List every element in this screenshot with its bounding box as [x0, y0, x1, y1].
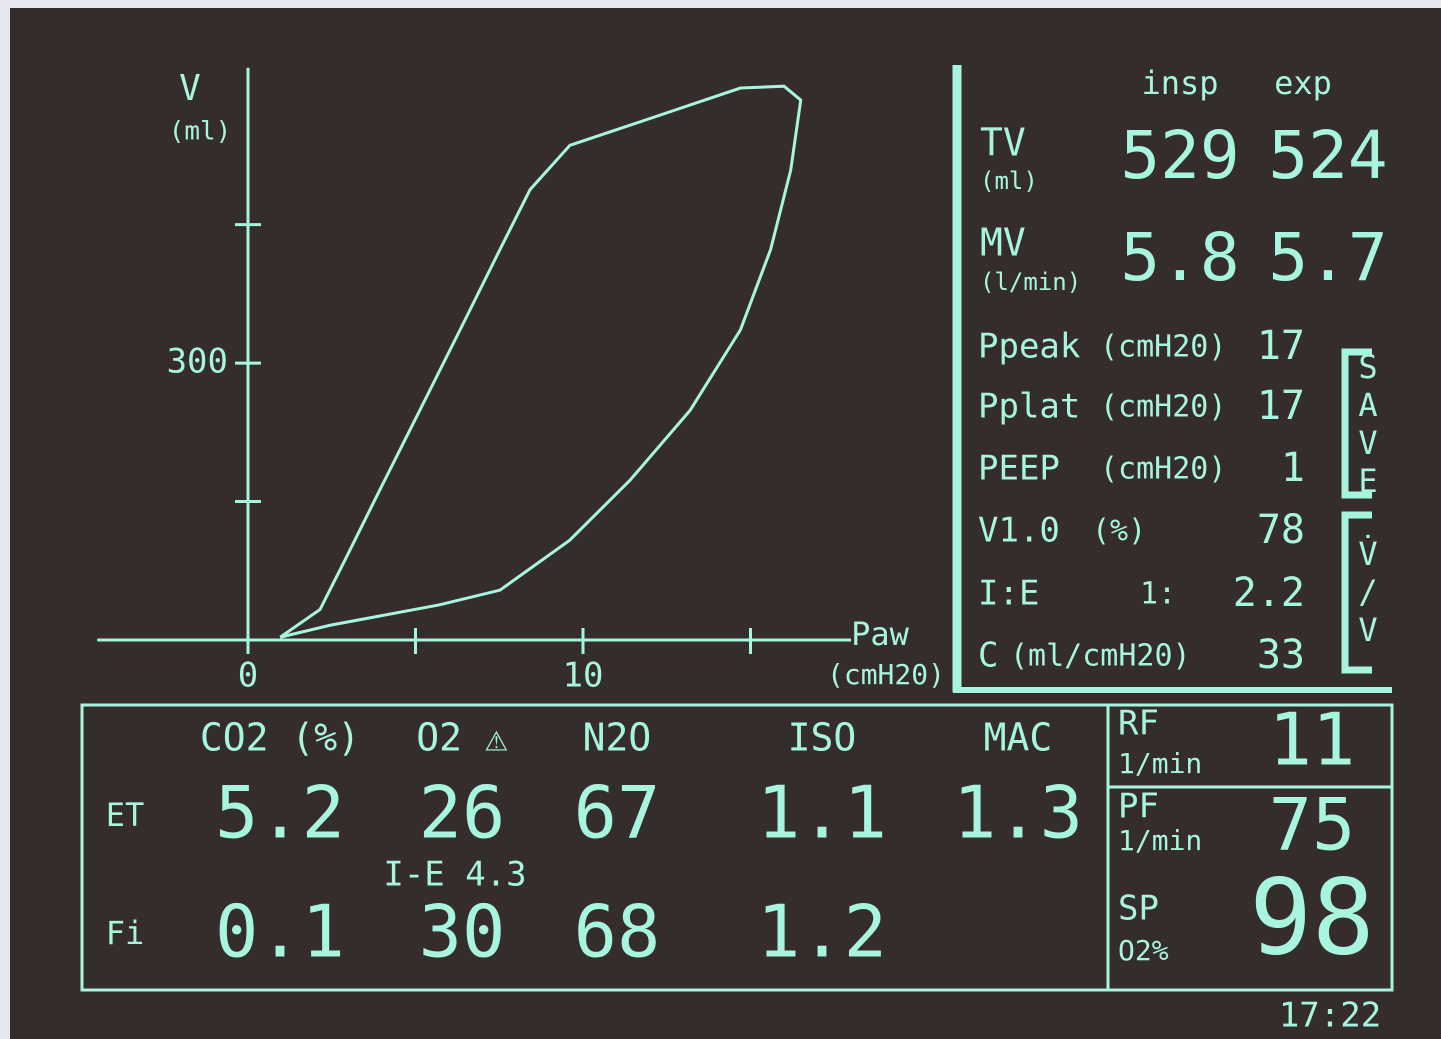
page: 300010V(ml)Paw(cmH20)inspexpTV(ml)529524… [0, 0, 1441, 1039]
gas-value: 1.2 [757, 890, 887, 974]
insp-value: 529 [1120, 117, 1239, 194]
clock: 17:22 [1279, 996, 1381, 1036]
gas-row-label: ET [106, 796, 145, 834]
insp-value: 5.8 [1120, 219, 1239, 296]
vital-unit: 1/min [1118, 824, 1202, 857]
vital-label: SP [1118, 889, 1159, 929]
gas-row-label: Fi [106, 914, 145, 952]
x-tick-label: 0 [238, 656, 258, 696]
gas-value: 68 [574, 890, 661, 974]
y-axis-label: V [179, 68, 201, 109]
exp-value: 5.7 [1268, 219, 1387, 296]
param-value: 78 [1257, 507, 1305, 553]
row-unit: (ml) [980, 167, 1038, 195]
x-axis-unit: (cmH20) [827, 658, 945, 691]
gas-value: 0.1 [215, 890, 345, 974]
vital-value: 11 [1269, 698, 1356, 782]
x-tick-label: 10 [563, 656, 604, 696]
param-value: 17 [1257, 323, 1305, 369]
param-value: 1 [1281, 445, 1305, 491]
save-button[interactable]: SAVE [1349, 348, 1387, 500]
param-unit: (cmH20) [1100, 452, 1226, 487]
gas-header: MAC [984, 716, 1053, 760]
y-tick-label: 300 [167, 342, 228, 382]
param-unit: 1: [1140, 577, 1176, 612]
param-label: C [978, 636, 998, 676]
column-header: exp [1274, 64, 1332, 102]
exp-value: 524 [1268, 117, 1387, 194]
param-unit: (cmH20) [1100, 390, 1226, 425]
gas-value: 67 [574, 771, 661, 855]
monitor-screen: 300010V(ml)Paw(cmH20)inspexpTV(ml)529524… [0, 0, 1441, 1039]
gas-header: ISO [788, 716, 857, 760]
gas-value: 30 [419, 890, 506, 974]
gas-value: 1.3 [953, 771, 1083, 855]
row-label: TV [980, 121, 1026, 165]
vital-label: PF [1118, 787, 1159, 827]
row-label: MV [980, 221, 1026, 265]
vital-unit: 1/min [1118, 747, 1202, 780]
param-value: 33 [1257, 632, 1305, 678]
column-header: insp [1141, 64, 1218, 102]
row-unit: (l/min) [980, 268, 1081, 296]
x-axis-label: Paw [851, 615, 910, 653]
param-unit: (%) [1092, 514, 1146, 549]
param-value: 2.2 [1233, 570, 1305, 616]
gas-header: O2 ⚠ [416, 716, 508, 760]
vital-value: 75 [1269, 783, 1356, 867]
vital-value: 98 [1249, 856, 1374, 978]
gas-header: N2O [583, 716, 652, 760]
param-label: PEEP [978, 449, 1060, 489]
gas-header: CO2 (%) [200, 716, 360, 760]
gas-value: 1.1 [757, 771, 887, 855]
gas-value: 26 [419, 771, 506, 855]
param-unit: (cmH20) [1100, 330, 1226, 365]
gas-note: I-E 4.3 [383, 855, 526, 895]
vital-unit: O2% [1118, 934, 1169, 967]
param-label: I:E [978, 574, 1039, 614]
param-label: Ppeak [978, 327, 1080, 367]
param-unit: (ml/cmH20) [1010, 639, 1191, 674]
vital-label: RF [1118, 704, 1159, 744]
param-label: V1.0 [978, 511, 1060, 551]
loop-button[interactable]: V̇/V [1349, 534, 1387, 649]
param-label: Pplat [978, 387, 1080, 427]
gas-value: 5.2 [215, 771, 345, 855]
y-axis-unit: (ml) [169, 117, 232, 147]
param-value: 17 [1257, 383, 1305, 429]
